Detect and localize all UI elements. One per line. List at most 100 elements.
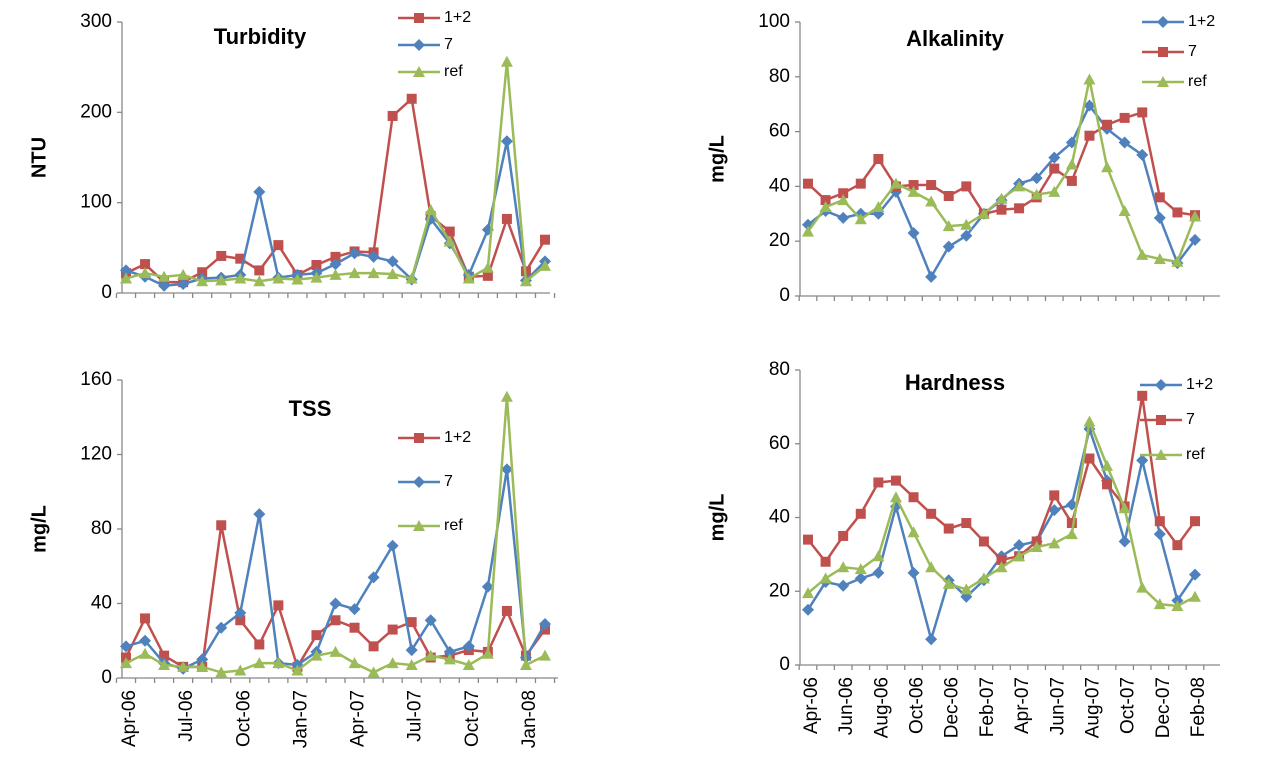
marker: [926, 508, 937, 519]
marker: [1137, 390, 1148, 401]
marker: [253, 508, 266, 521]
marker: [196, 653, 209, 666]
y-tick-label: 20: [769, 230, 790, 251]
x-tick-label: Oct-06: [907, 677, 928, 734]
marker: [854, 213, 867, 225]
marker: [854, 572, 867, 585]
marker: [177, 268, 190, 280]
legend-label: ref: [444, 517, 463, 534]
marker: [1190, 516, 1200, 527]
marker: [943, 190, 954, 201]
legend-label: 1+2: [444, 429, 471, 446]
marker: [889, 177, 902, 189]
marker: [291, 664, 304, 676]
y-tick-label: 0: [101, 282, 112, 303]
marker: [1101, 161, 1114, 173]
marker: [1156, 415, 1166, 425]
marker: [197, 267, 208, 278]
marker: [908, 180, 919, 191]
marker: [158, 270, 171, 282]
series-line: [807, 103, 1196, 280]
x-tick-label: Oct-06: [233, 690, 254, 747]
marker: [873, 154, 884, 164]
x-tick-label: Jan-08: [519, 690, 540, 748]
marker: [803, 178, 813, 189]
marker: [539, 649, 551, 661]
legend-label: 1+2: [444, 9, 471, 26]
marker: [925, 195, 938, 207]
y-tick-label: 0: [101, 667, 112, 688]
marker: [1157, 76, 1169, 87]
marker: [348, 247, 361, 260]
marker: [1102, 479, 1113, 490]
marker: [820, 195, 831, 206]
marker: [1048, 504, 1061, 517]
marker: [235, 615, 246, 626]
marker: [216, 520, 227, 531]
marker: [254, 639, 265, 650]
marker: [120, 264, 132, 277]
legend-label: ref: [1186, 446, 1205, 463]
marker: [254, 265, 265, 276]
marker: [907, 226, 920, 239]
marker: [329, 258, 342, 271]
marker: [837, 194, 850, 206]
x-tick-label: Feb-08: [1188, 677, 1209, 737]
x-tick-label: Feb-07: [977, 677, 998, 737]
marker: [925, 633, 938, 646]
marker: [139, 634, 152, 647]
y-tick-label: 120: [80, 444, 112, 465]
marker: [519, 658, 532, 670]
legend-label: 7: [444, 36, 453, 53]
y-axis-label: mg/L: [706, 135, 728, 183]
marker: [196, 660, 209, 672]
marker: [539, 617, 551, 630]
marker: [405, 272, 418, 284]
marker: [838, 188, 849, 199]
marker: [819, 200, 832, 212]
y-tick-label: 200: [80, 101, 112, 122]
marker: [1065, 528, 1078, 540]
x-tick-label: Oct-07: [462, 690, 483, 747]
marker: [907, 185, 920, 197]
marker: [519, 275, 532, 287]
marker: [329, 645, 342, 657]
marker: [1171, 600, 1184, 611]
y-tick-label: 100: [80, 192, 112, 213]
marker: [386, 268, 399, 280]
marker: [273, 600, 284, 611]
legend-label: 1+2: [1188, 13, 1215, 30]
marker: [1189, 590, 1201, 602]
marker: [140, 613, 151, 624]
x-tick-label: Apr-07: [348, 690, 369, 747]
y-tick-label: 40: [769, 175, 790, 196]
marker: [960, 583, 973, 595]
marker: [139, 267, 152, 279]
legend-label: 7: [1188, 43, 1197, 60]
marker: [386, 657, 399, 669]
marker: [253, 275, 266, 287]
series-line: [125, 469, 547, 671]
marker: [311, 630, 322, 641]
series-line: [806, 79, 1197, 264]
y-axis-label: mg/L: [706, 494, 728, 542]
x-tick-label: Aug-06: [871, 677, 892, 738]
marker: [961, 518, 972, 529]
marker: [961, 181, 972, 192]
marker: [1049, 163, 1060, 174]
marker: [330, 251, 341, 262]
marker: [1048, 151, 1061, 164]
marker: [501, 605, 512, 616]
y-tick-label: 40: [769, 507, 790, 528]
marker: [414, 13, 424, 23]
marker: [1155, 379, 1167, 391]
marker: [413, 520, 425, 531]
series-line: [125, 396, 546, 674]
series-line: [125, 61, 546, 284]
marker: [802, 603, 814, 616]
marker: [908, 492, 919, 503]
marker: [501, 213, 512, 224]
marker: [855, 178, 866, 189]
y-axis-label: mg/L: [28, 505, 50, 553]
marker: [235, 253, 246, 264]
